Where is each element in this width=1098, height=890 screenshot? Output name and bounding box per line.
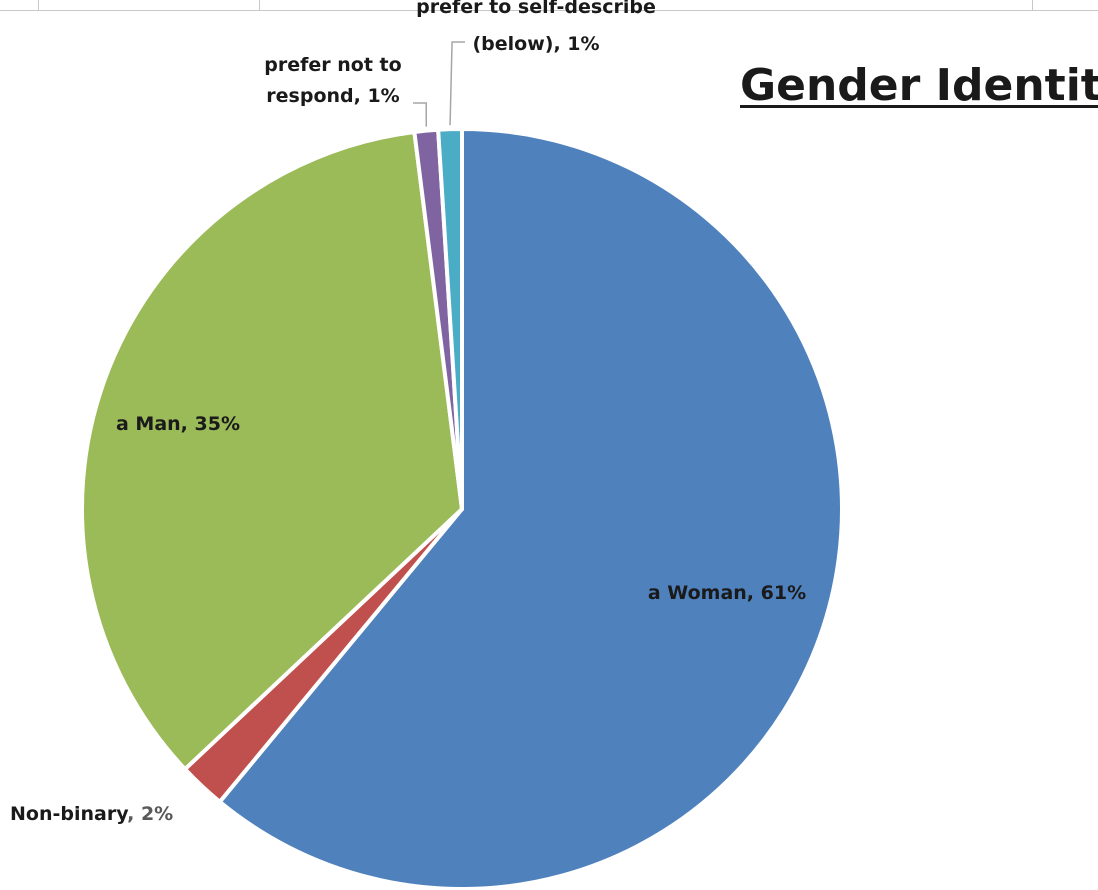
data-label-prefer-not-line1: prefer not to — [264, 54, 401, 76]
chart-title: Gender Identity — [740, 60, 1098, 111]
leader-lines — [413, 41, 465, 127]
data-label-nonbinary: Non-binary, 2% — [10, 803, 173, 825]
data-label-nonbinary-pct: , 2% — [127, 803, 173, 825]
spreadsheet-gridline-strip — [0, 0, 1098, 11]
data-label-prefer-not-line2: respond, 1% — [266, 85, 399, 107]
data-labels: a Woman, 61% a Man, 35% Non-binary, 2% p… — [10, 0, 806, 825]
pie-slice-prefer-to-self-describe-below — [436, 127, 464, 511]
data-label-self-describe-line1: prefer to self-describe — [416, 0, 656, 18]
data-label-nonbinary-name: Non-binary — [10, 803, 129, 825]
pie-slices — [80, 127, 844, 890]
data-label-woman: a Woman, 61% — [648, 582, 806, 604]
pie-slice-a-woman — [217, 127, 844, 890]
data-label-self-describe-line2: (below), 1% — [472, 33, 599, 55]
data-label-man: a Man, 35% — [116, 413, 240, 435]
leader-line-prefer-to-self-describe — [449, 41, 465, 126]
pie-slice-a-man — [80, 129, 464, 772]
leader-line-prefer-not-to-respond — [413, 102, 427, 127]
